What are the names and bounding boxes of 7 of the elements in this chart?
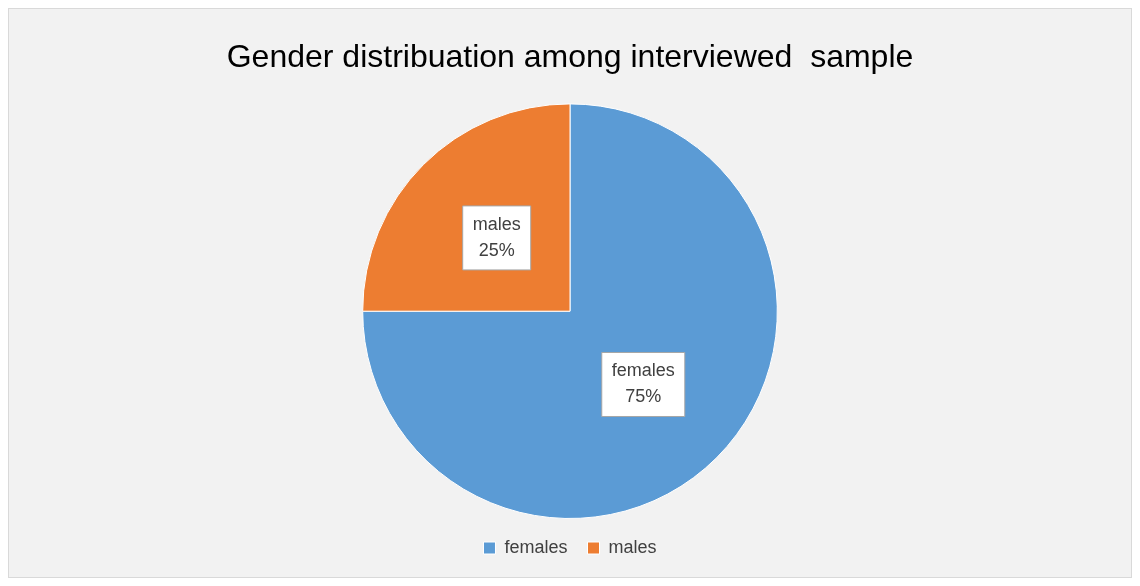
legend-label: males — [608, 536, 657, 557]
slice-label: females — [611, 360, 675, 381]
data-label: 25% — [478, 239, 515, 260]
slice-label: males — [472, 213, 521, 234]
legend-label: females — [504, 536, 568, 557]
data-label: 75% — [625, 386, 662, 407]
chart-title: Gender distribuation among interviewed sample — [226, 38, 914, 75]
